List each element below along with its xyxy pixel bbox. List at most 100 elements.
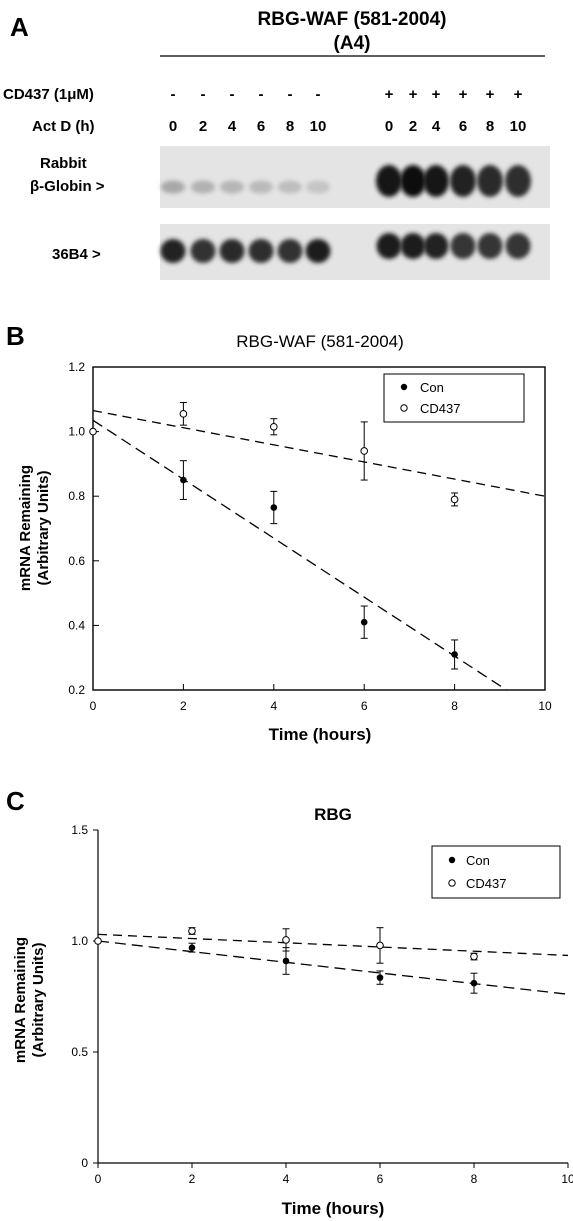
chart-c-ylabel-line1: mRNA Remaining	[12, 937, 29, 1063]
point-cd437-0	[94, 937, 102, 945]
lane-labels: - - - - - - + + + + + +0 2 4 6 8 10 0 2 4 6 8 10	[169, 86, 527, 135]
time-right-8: 8	[486, 118, 494, 135]
y-tick-label-1.0: 1.0	[71, 934, 88, 948]
band-globin-plus-4	[477, 165, 503, 197]
chart-b-legend-cd437: CD437	[420, 401, 460, 416]
band-globin-minus-1	[191, 180, 215, 194]
fit-line-cd437	[97, 933, 569, 957]
treatment-label: CD437 (1μM)	[3, 86, 94, 103]
y-tick-label-0.5: 0.5	[71, 1045, 88, 1059]
panel-a-subtitle: (A4)	[334, 33, 371, 54]
point-cd437-4	[470, 952, 478, 961]
point-cd437-4	[450, 495, 459, 504]
fit-line-cd437	[92, 409, 546, 497]
x-tick-label-10: 10	[538, 699, 552, 713]
panel-a: A RBG-WAF (581-2004) (A4) CD437 (1μM) Ac…	[3, 9, 550, 280]
band2-label: 36B4 >	[52, 246, 101, 263]
chart-c-legend-cd437: CD437	[466, 876, 506, 891]
panel-a-title: RBG-WAF (581-2004)	[258, 9, 447, 30]
time-right-6: 6	[459, 118, 467, 135]
point-cd437-0	[89, 427, 97, 436]
time-right-2: 2	[409, 118, 417, 135]
point-cd437-3	[376, 941, 384, 950]
blot-bands	[160, 165, 531, 263]
band-globin-plus-3	[450, 165, 476, 197]
point-con-3	[360, 618, 368, 626]
x-tick-label-8: 8	[451, 699, 458, 713]
chart-b-ylabel-line2: (Arbitrary Units)	[35, 470, 52, 585]
treatment-minus-3: -	[259, 86, 264, 103]
chart-b-frame	[92, 366, 546, 691]
x-tick-label-6: 6	[361, 699, 368, 713]
band-36b4-plus-0	[376, 233, 402, 259]
time-left-8: 8	[286, 118, 294, 135]
treatment-minus-5: -	[316, 86, 321, 103]
time-label: Act D (h)	[32, 118, 95, 135]
x-tick-label-8: 8	[471, 1172, 478, 1186]
y-tick-label-0.4: 0.4	[68, 618, 85, 632]
chart-c-title: RBG	[314, 805, 352, 824]
treatment-minus-2: -	[230, 86, 235, 103]
band-globin-minus-5	[306, 180, 330, 194]
treatment-plus-3: +	[459, 86, 468, 103]
panel-c-letter: C	[6, 786, 25, 816]
x-tick-label-10: 10	[561, 1172, 573, 1186]
panel-b-letter: B	[6, 321, 25, 351]
y-tick-label-0.8: 0.8	[68, 489, 85, 503]
point-cd437-3	[360, 447, 369, 455]
time-left-0: 0	[169, 118, 177, 135]
chart-b-legend-con: Con	[420, 380, 444, 395]
band-36b4-plus-4	[477, 233, 503, 259]
point-con-3	[376, 974, 384, 981]
band-36b4-minus-5	[305, 239, 331, 263]
y-tick-label-0.6: 0.6	[68, 554, 85, 568]
y-tick-label-0.2: 0.2	[68, 683, 85, 697]
point-cd437-2	[282, 936, 290, 944]
y-tick-label-1.5: 1.5	[71, 823, 88, 837]
fit-line-con	[97, 940, 569, 995]
treatment-plus-5: +	[514, 86, 523, 103]
point-con-1	[188, 944, 196, 951]
time-left-10: 10	[310, 118, 327, 135]
treatment-plus-0: +	[385, 86, 394, 103]
treatment-plus-1: +	[409, 86, 418, 103]
band-36b4-minus-4	[277, 239, 303, 263]
band-globin-minus-2	[220, 180, 244, 194]
time-right-0: 0	[385, 118, 393, 135]
treatment-plus-4: +	[486, 86, 495, 103]
treatment-minus-0: -	[171, 86, 176, 103]
treatment-minus-1: -	[201, 86, 206, 103]
chart-b-legend	[383, 373, 525, 423]
point-con-1	[180, 476, 187, 484]
band1-label-line2: β-Globin >	[30, 178, 105, 195]
band-36b4-plus-5	[505, 233, 531, 259]
y-tick-label-1.0: 1.0	[68, 425, 85, 439]
chart-c-legend-con-marker	[448, 856, 456, 864]
band1-label-line1: Rabbit	[40, 155, 87, 172]
y-tick-label-1.2: 1.2	[68, 360, 85, 374]
x-tick-label-4: 4	[283, 1172, 290, 1186]
band-globin-minus-3	[249, 180, 273, 194]
band-36b4-minus-1	[190, 239, 216, 263]
band-globin-minus-0	[161, 180, 185, 194]
chart-b-xlabel: Time (hours)	[269, 725, 372, 744]
chart-c-xlabel: Time (hours)	[282, 1199, 385, 1218]
band-36b4-plus-1	[400, 233, 426, 259]
band-globin-minus-4	[278, 180, 302, 194]
point-cd437-1	[188, 927, 196, 935]
point-con-4	[470, 979, 478, 987]
point-cd437-2	[270, 422, 278, 431]
x-tick-label-0: 0	[95, 1172, 102, 1186]
time-right-4: 4	[432, 118, 441, 135]
point-con-2	[282, 957, 290, 965]
point-con-4	[451, 651, 458, 658]
point-cd437-1	[179, 410, 188, 418]
treatment-minus-4: -	[288, 86, 293, 103]
chart-c-legend-con: Con	[466, 853, 490, 868]
point-con-2	[270, 504, 278, 511]
panel-b: B RBG-WAF (581-2004) 0 2 4 6 8 10 0.2 0.4 0.6 0.8…	[6, 321, 552, 744]
panel-c: C RBG 0 2 4 6 8 10 0 0.5 1.0 1.5 Time (hours) mRN…	[6, 786, 573, 1218]
time-left-2: 2	[199, 118, 207, 135]
chart-b-legend-con-marker	[400, 383, 408, 391]
chart-b-legend-cd437-marker	[400, 404, 408, 412]
